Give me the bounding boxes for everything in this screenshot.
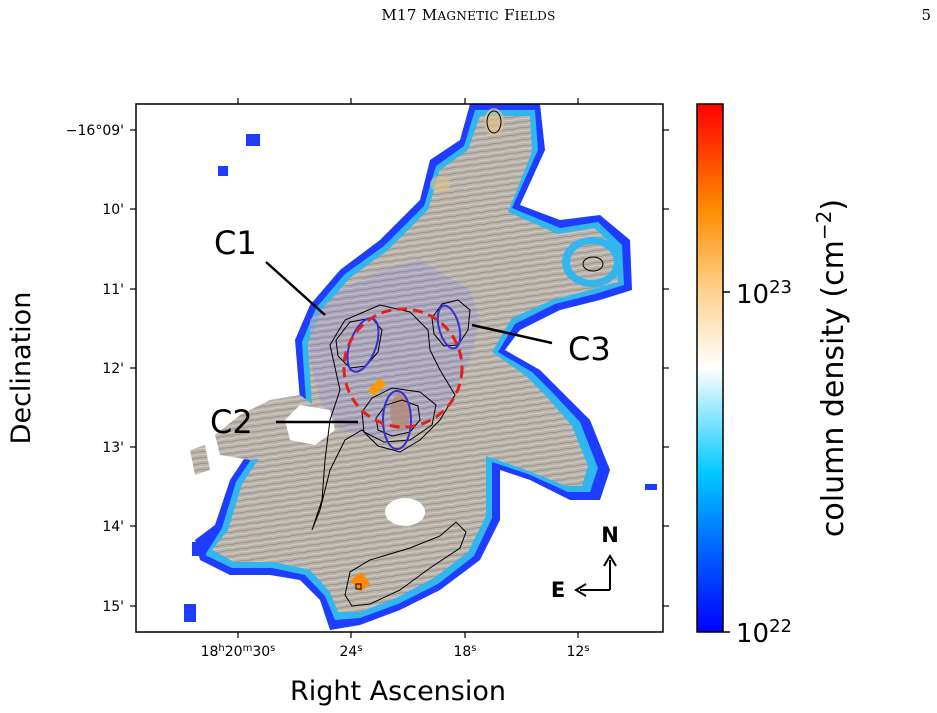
region-label-c3: C3	[568, 330, 611, 368]
density-contours	[311, 110, 604, 607]
map-hotspot-center	[368, 378, 386, 396]
dec-tick-label-3: 11'	[102, 282, 124, 298]
colorbar-tick-label-1: 1022	[736, 616, 792, 650]
leader-line-c3	[471, 323, 553, 345]
contour-c1	[335, 317, 383, 369]
ra-tick-label-4: 12s	[566, 643, 589, 661]
contour-south-square	[355, 583, 362, 590]
map-speck-2	[218, 166, 228, 176]
contour-east-knot	[582, 256, 604, 272]
y-ticks	[130, 129, 669, 607]
contour-inner-1	[361, 387, 437, 443]
map-knot-east-core	[570, 244, 614, 280]
colorbar-ticks	[723, 291, 730, 633]
map-speck-1	[246, 134, 260, 146]
dec-tick-label-2: 10'	[102, 202, 124, 218]
ra-tick-label-2: 24s	[339, 643, 362, 661]
map-hotspot-south	[350, 572, 370, 592]
compass-north-label: N	[601, 523, 619, 547]
dec-tick-label-6: 14'	[102, 519, 124, 535]
contour-c3	[431, 299, 471, 347]
map-texture-purple	[310, 260, 480, 440]
map-speck-3	[192, 542, 206, 556]
colorbar-label: column density (cm−2)	[812, 199, 851, 537]
contour-main	[311, 304, 456, 531]
leader-line-c1	[265, 261, 326, 316]
page-number: 5	[921, 6, 931, 24]
ra-tick-label-1: 18h20m30s	[201, 643, 276, 661]
map-speck-5	[645, 484, 657, 490]
dec-tick-label-4: 12'	[102, 361, 124, 377]
map-knot-northwest	[430, 176, 450, 192]
dec-tick-label-7: 15'	[102, 599, 124, 615]
dec-tick-label-1: −16°09'	[66, 123, 124, 139]
ra-tick-label-3: 18s	[453, 643, 476, 661]
y-axis-label: Declination	[6, 292, 37, 445]
compass-north-arrowhead	[603, 554, 617, 567]
map-fragment-small	[190, 445, 210, 475]
x-axis-label: Right Ascension	[290, 676, 506, 707]
colorbar-tick-label-2: 1023	[736, 277, 792, 311]
region-circle	[342, 307, 464, 429]
x-ticks	[237, 98, 579, 638]
running-header-title: M17 MAGNETIC FIELDS	[381, 6, 556, 24]
column-density-map	[184, 104, 657, 630]
map-hole-lower	[385, 498, 425, 526]
contour-south	[344, 521, 467, 607]
map-fragment-hole	[285, 405, 335, 445]
ellipse-c3	[436, 304, 462, 350]
ellipse-c2	[382, 390, 412, 450]
contour-inner-2	[375, 399, 421, 437]
compass-east-label: E	[551, 578, 565, 602]
dec-tick-label-5: 13'	[102, 440, 124, 456]
compass-east-arrowhead	[574, 583, 587, 597]
region-label-c2: C2	[210, 403, 253, 441]
map-speck-4	[184, 604, 196, 622]
colorbar	[696, 103, 724, 633]
region-label-c1: C1	[214, 224, 257, 262]
compass: N E	[551, 523, 619, 602]
contour-north-knot	[486, 110, 502, 134]
map-hotspot-core	[390, 394, 410, 430]
